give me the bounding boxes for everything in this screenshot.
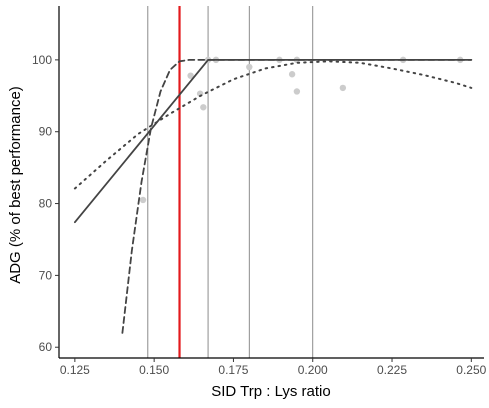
y-tick-label: 60 bbox=[39, 340, 53, 354]
y-tick-label: 70 bbox=[39, 268, 53, 282]
x-ticks: 0.125 0.150 0.175 0.200 0.225 0.250 bbox=[60, 358, 487, 377]
y-tick-label: 80 bbox=[39, 197, 53, 211]
dotted-fit-line bbox=[73, 60, 473, 190]
y-tick-label: 90 bbox=[39, 125, 53, 139]
y-ticks: 60 70 80 90 100 bbox=[32, 53, 59, 354]
x-tick-label: 0.200 bbox=[298, 363, 328, 377]
y-axis-title: ADG (% of best performance) bbox=[7, 86, 24, 284]
reference-lines bbox=[147, 6, 314, 358]
x-tick-label: 0.125 bbox=[60, 363, 90, 377]
y-tick-label: 100 bbox=[32, 53, 52, 67]
x-tick-label: 0.175 bbox=[218, 363, 248, 377]
x-axis-title: SID Trp : Lys ratio bbox=[211, 383, 330, 400]
solid-fit-line bbox=[74, 59, 473, 224]
data-point bbox=[139, 196, 147, 204]
dashed-fit-line bbox=[121, 59, 473, 334]
data-point bbox=[293, 88, 301, 95]
x-tick-label: 0.250 bbox=[456, 363, 486, 377]
data-point bbox=[187, 72, 194, 79]
axes bbox=[58, 6, 484, 359]
data-point bbox=[200, 104, 207, 111]
data-points bbox=[139, 56, 464, 204]
fitted-curves bbox=[73, 59, 473, 334]
data-point bbox=[246, 63, 253, 71]
data-point bbox=[288, 71, 296, 78]
x-tick-label: 0.150 bbox=[139, 363, 169, 377]
data-point bbox=[339, 84, 347, 92]
x-tick-label: 0.225 bbox=[377, 363, 407, 377]
